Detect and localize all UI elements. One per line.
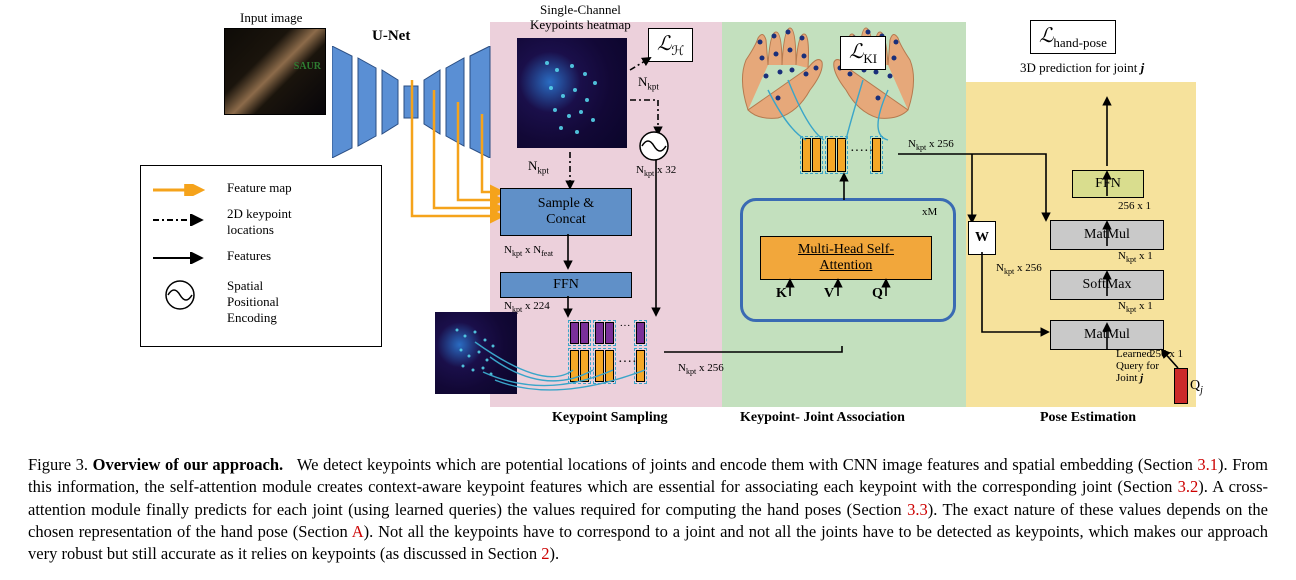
legend-spatial-positional-encoding: Spatial Positional Encoding <box>227 278 279 326</box>
unet-icon <box>332 46 492 158</box>
keypoints-heatmap-label: Keypoints heatmap <box>530 17 631 33</box>
w-to-matmul-arrow <box>978 252 1058 342</box>
spe-down-arrow <box>650 160 662 320</box>
sample-concat-block: Sample & Concat <box>500 188 632 236</box>
legend-features: Features <box>227 248 271 264</box>
v256-1-label-a: 256 x 1 <box>1118 200 1151 212</box>
loss-hp-sub: hand-pose <box>1053 35 1106 50</box>
nkpt-1-label-b: Nkpt x 1 <box>1118 250 1153 264</box>
loss-hp-symbol: ℒ <box>1039 25 1053 47</box>
loss-hand-pose: ℒhand-pose <box>1030 20 1116 54</box>
sc-to-ffn-arrow <box>562 234 574 272</box>
nkpt-nfeat-label: Nkpt x Nfeat <box>504 244 553 258</box>
query-to-matmul-arrow <box>1160 348 1200 378</box>
nkpt-label-2: Nkpt <box>528 158 549 176</box>
loss-ki: ℒKI <box>840 36 886 70</box>
ffn-block-1: FFN <box>500 272 632 298</box>
figure-caption: Figure 3. Overview of our approach. We d… <box>0 450 1296 575</box>
kvq-arrows <box>772 278 892 298</box>
spatial-positional-encoding-icon <box>638 130 670 162</box>
loss-ki-symbol: ℒ <box>849 41 863 63</box>
nkpt-label-1: Nkpt <box>638 74 659 92</box>
w-block: W <box>968 221 996 255</box>
loss-ki-sub: KI <box>863 51 877 66</box>
keypoint-sampling-label: Keypoint Sampling <box>552 410 668 426</box>
unet-label: U-Net <box>372 28 410 45</box>
heatmap-to-tokens-curves <box>435 312 675 402</box>
single-channel-label: Single-Channel <box>540 2 621 18</box>
figure-title: Overview of our approach. <box>93 455 284 474</box>
figure-number: Figure 3. <box>28 455 88 474</box>
legend-2d-keypoint-locations: 2D keypoint locations <box>227 206 292 238</box>
keypoint-joint-association-label: Keypoint- Joint Association <box>740 410 905 426</box>
input-image: SAUR <box>224 28 326 115</box>
tokens-to-mhsa-arrow <box>664 346 844 406</box>
heatmap-arrows <box>510 40 730 210</box>
qj-label: Qj <box>1190 378 1203 396</box>
prediction-3d-label: 3D prediction for joint j <box>1020 60 1144 76</box>
architecture-figure: Keypoint Sampling Keypoint- Joint Associ… <box>0 0 1296 450</box>
pose-estimation-label: Pose Estimation <box>1040 410 1136 426</box>
input-image-label: Input image <box>240 10 302 26</box>
pose-stack-arrows <box>1100 96 1114 356</box>
legend-box: Feature map 2D keypoint locations Featur… <box>140 165 382 347</box>
mhsa-up-arrow <box>838 172 850 200</box>
nkpt-1-label-a: Nkpt x 1 <box>1118 300 1153 314</box>
legend-feature-map: Feature map <box>227 180 292 196</box>
